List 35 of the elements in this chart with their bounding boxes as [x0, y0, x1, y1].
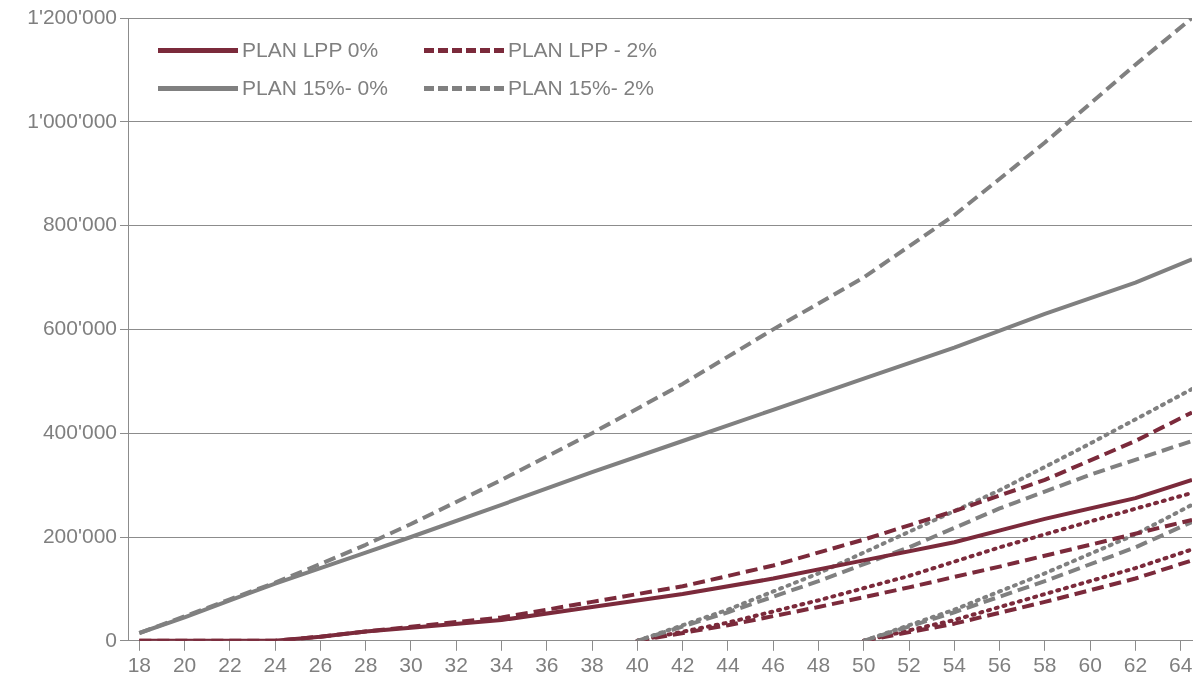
x-tick-label: 18 — [127, 653, 151, 677]
x-tick-label: 36 — [535, 653, 559, 677]
x-tick-label: 26 — [308, 653, 333, 677]
x-tick-label: 52 — [897, 653, 921, 677]
y-tick-label: 600'000 — [42, 316, 117, 340]
x-tick-label: 24 — [263, 653, 288, 677]
x-tick-label: 34 — [489, 653, 514, 677]
x-tick-label: 50 — [852, 653, 876, 677]
x-tick-label: 20 — [172, 653, 197, 677]
legend-label: PLAN LPP 0% — [242, 38, 379, 62]
x-tick-label: 48 — [806, 653, 831, 677]
x-tick-label: 44 — [716, 653, 740, 677]
x-tick-label: 28 — [354, 653, 378, 677]
x-tick-label: 60 — [1078, 653, 1102, 677]
y-tick-label: 1'200'000 — [27, 4, 117, 28]
y-tick-label: 0 — [105, 627, 117, 651]
y-tick-label: 400'000 — [42, 420, 117, 443]
legend-label: PLAN 15%- 0% — [242, 76, 388, 100]
x-tick-label: 32 — [444, 653, 468, 677]
x-tick-label: 22 — [218, 653, 242, 677]
legend-label: PLAN LPP - 2% — [507, 38, 657, 62]
legend-label: PLAN 15%- 2% — [507, 76, 654, 100]
x-tick-label: 42 — [670, 653, 695, 677]
x-tick-label: 56 — [987, 653, 1012, 677]
y-tick-label: 1'000'000 — [27, 108, 117, 132]
x-tick-label: 30 — [399, 653, 423, 677]
x-tick-label: 40 — [625, 653, 650, 677]
x-tick-label: 46 — [761, 653, 785, 677]
y-tick-label: 800'000 — [42, 212, 117, 236]
x-tick-label: 54 — [942, 653, 967, 677]
y-tick-label: 200'000 — [42, 523, 117, 547]
x-tick-label: 64 — [1169, 653, 1193, 677]
x-tick-label: 58 — [1033, 653, 1057, 677]
x-tick-label: 38 — [580, 653, 604, 677]
x-tick-label: 62 — [1123, 653, 1148, 677]
